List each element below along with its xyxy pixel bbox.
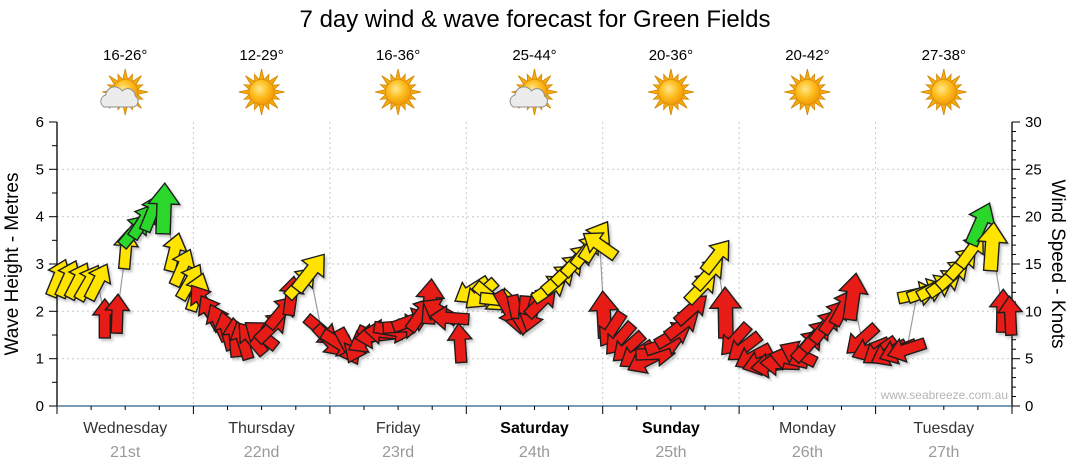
right-tick-label: 30	[1025, 114, 1042, 131]
wind-arrow	[699, 239, 730, 276]
left-tick-label: 6	[36, 114, 44, 131]
left-tick-label: 3	[36, 256, 44, 273]
day-name: Thursday	[228, 420, 295, 437]
day-date: 22nd	[244, 444, 280, 461]
right-tick-label: 5	[1025, 351, 1033, 368]
sun-disc	[930, 79, 957, 105]
left-tick-label: 4	[36, 209, 44, 226]
sun-disc	[658, 79, 684, 105]
left-tick-label: 2	[36, 303, 44, 320]
day-date: 27th	[928, 444, 959, 461]
sun-icon	[784, 68, 831, 116]
sun-disc	[248, 79, 275, 105]
cloud	[100, 86, 139, 108]
day-name: Monday	[779, 420, 836, 437]
day-date: 25th	[655, 444, 686, 461]
day-temp-range: 27-38°	[922, 47, 966, 64]
day-date: 21st	[110, 444, 141, 461]
wind-arrow	[837, 272, 870, 322]
sun-icon	[920, 68, 967, 116]
day-date: 23rd	[382, 444, 414, 461]
sun-disc	[794, 79, 821, 105]
day-temp-range: 20-36°	[649, 47, 693, 64]
wind-arrow	[996, 294, 1024, 337]
day-temp-range: 12-29°	[239, 47, 283, 64]
right-axis-label: Wind Speed - Knots	[1047, 179, 1068, 349]
chart-title: 7 day wind & wave forecast for Green Fie…	[299, 6, 771, 33]
sun-icon	[375, 68, 422, 116]
axes: 0 1 2 3 4 5 6 0 5 10 15 20 25 30	[36, 114, 1042, 415]
day-date: 26th	[792, 444, 823, 461]
day-temp-range: 20-42°	[785, 47, 829, 64]
right-tick-label: 25	[1025, 161, 1042, 178]
left-tick-label: 1	[36, 351, 44, 368]
right-tick-label: 20	[1025, 209, 1042, 226]
day-date: 24th	[519, 444, 550, 461]
right-tick-label: 0	[1025, 398, 1033, 415]
day-name: Wednesday	[83, 420, 167, 437]
day-name: Sunday	[642, 420, 700, 437]
day-name: Friday	[376, 420, 420, 437]
wind-arrows	[44, 181, 1024, 380]
wind-arrow	[446, 322, 474, 364]
wind-arrow	[290, 253, 325, 295]
day-name: Saturday	[500, 420, 569, 437]
wind-arrow	[976, 220, 1009, 272]
sun-icon	[647, 68, 694, 116]
wind-arrow	[886, 337, 928, 363]
sun-cloud-icon	[509, 68, 558, 116]
left-axis-label: Wave Height - Metres	[2, 172, 23, 356]
left-tick-label: 0	[36, 398, 44, 415]
sun-icon	[238, 68, 285, 116]
cloud	[509, 86, 548, 108]
right-tick-label: 10	[1025, 303, 1042, 320]
day-temp-range: 16-26°	[103, 47, 147, 64]
day-temp-range: 25-44°	[512, 47, 556, 64]
wind-arrow	[104, 293, 131, 335]
sun-disc	[385, 79, 412, 105]
wind-arrow	[582, 232, 620, 262]
day-name: Tuesday	[913, 420, 974, 437]
day-temp-range: 16-36°	[376, 47, 420, 64]
right-tick-label: 15	[1025, 256, 1042, 273]
watermark-text: www.seabreeze.com.au	[880, 388, 1008, 402]
wind-arrow	[147, 181, 182, 235]
sun-cloud-icon	[100, 68, 149, 116]
left-tick-label: 5	[36, 161, 44, 178]
wind-arrow	[83, 263, 112, 303]
